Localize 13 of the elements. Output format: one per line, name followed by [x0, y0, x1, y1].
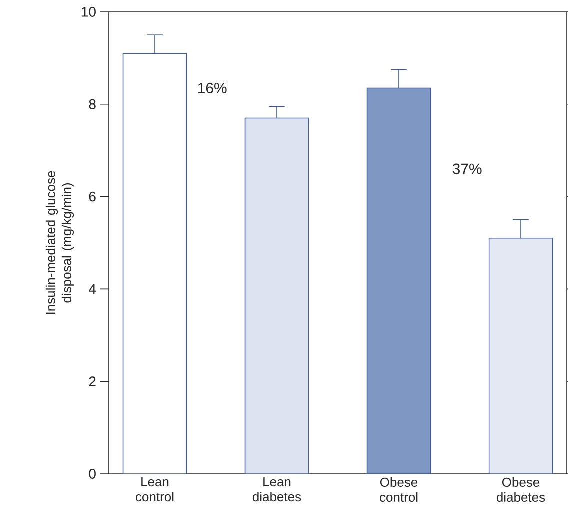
x-tick-label: Obese control: [380, 478, 418, 502]
y-tick-label: 8: [89, 99, 96, 110]
y-tick-label: 10: [82, 7, 96, 17]
y-axis-title: Insulin-mediated glucose disposal (mg/kg/min): [46, 171, 74, 314]
x-tick-label: Lean diabetes: [252, 478, 302, 502]
x-tick-label: Lean control: [136, 478, 174, 502]
annotation: 16%: [198, 82, 227, 94]
x-tick-label: Obese diabetes: [496, 478, 546, 502]
y-tick-label: 6: [89, 192, 96, 202]
y-tick-label: 4: [88, 284, 96, 294]
y-tick-label: 0: [89, 469, 96, 479]
annotation: 37%: [452, 164, 482, 174]
y-tick-label: 2: [89, 376, 96, 386]
